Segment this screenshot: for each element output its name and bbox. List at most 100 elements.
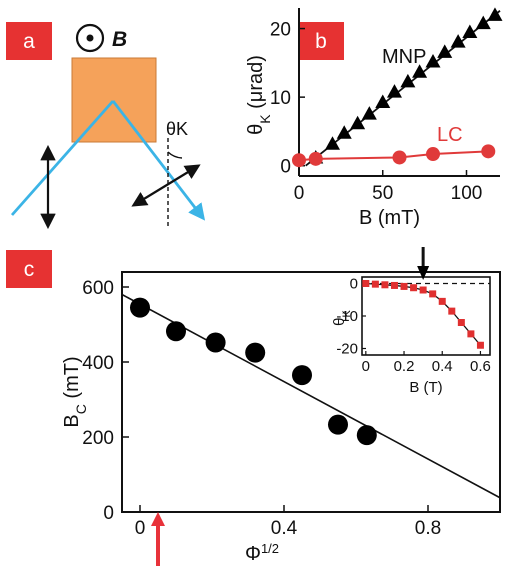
field-out-of-page-icon: [75, 23, 105, 53]
c-y-axis-label-tail: (mT): [61, 356, 83, 404]
inset-point: [381, 281, 389, 289]
lc-point: [426, 147, 440, 162]
b-y-tick-label: 0: [280, 157, 291, 178]
mnp-point: [425, 53, 441, 68]
b-x-tick-label: 50: [372, 183, 393, 204]
c-data-point: [205, 332, 226, 353]
c-y-axis-label-main: B: [61, 414, 83, 427]
panel-a: a B θK: [6, 22, 206, 230]
mnp-point: [437, 44, 453, 58]
inset-y-tick-label: 0: [350, 276, 358, 293]
inset-point: [410, 284, 418, 292]
c-y-axis-label: BC (mT): [61, 356, 89, 427]
chart-c-inset: 0 0.2 0.4 0.6 0 -10 -20 B (T) θK: [330, 247, 498, 404]
inset-point: [457, 319, 465, 326]
mnp-point: [375, 94, 391, 108]
lc-point: [481, 144, 496, 159]
mnp-point: [475, 15, 491, 30]
c-red-arrow-head: [151, 512, 165, 526]
inset-point: [371, 280, 379, 288]
b-y-tick-label: 20: [270, 20, 291, 41]
inset-point: [467, 330, 475, 338]
panel-tag-a: [6, 22, 52, 60]
panel-tag-c-text: c: [24, 258, 35, 281]
mnp-point: [336, 125, 352, 139]
b-x-tick-label: 100: [451, 183, 483, 204]
inset-point: [448, 307, 456, 315]
c-x-tick-label: 0.8: [415, 518, 441, 539]
c-data-point: [328, 414, 348, 435]
reflected-beam: [111, 100, 206, 221]
inset-point: [476, 341, 484, 349]
c-x-tick-label: 0.4: [271, 518, 298, 539]
c-data-point: [245, 342, 266, 363]
c-y-tick-label: 0: [103, 503, 114, 524]
inset-x-tick-label: 0.2: [394, 358, 415, 375]
lc-point: [308, 151, 323, 166]
lc-label: LC: [437, 124, 463, 146]
panel-tag-a-text: a: [23, 30, 35, 53]
mnp-point: [361, 106, 377, 120]
inset-point: [390, 281, 398, 289]
c-data-point: [166, 321, 186, 342]
field-dot-icon: [86, 34, 94, 42]
mnp-point: [400, 73, 416, 88]
inset-point: [419, 286, 427, 294]
inset-y-axis-label-sub: K: [341, 310, 353, 318]
mnp-label: MNP: [382, 46, 426, 68]
reflected-polarization-icon: [131, 164, 201, 207]
panel-tag-c: [6, 250, 52, 288]
panel-c: c 0 0.4 0.8 0 200 400 600 Φ1/2 BC (mT) 0 0.2 0.4 0.…: [6, 247, 501, 566]
field-symbol: B: [112, 28, 127, 51]
inset-x-tick-label: 0: [362, 358, 370, 375]
c-data-point: [292, 365, 312, 386]
panel-tag-b: [298, 22, 344, 60]
b-y-axis-label: θK (μrad): [245, 55, 273, 135]
b-y-axis-label-tail: (μrad): [245, 55, 267, 114]
inset-y-tick-label: -20: [336, 341, 358, 358]
c-x-tick-label: 0: [135, 518, 146, 539]
lc-point: [292, 153, 306, 168]
inset-point: [438, 297, 446, 305]
mnp-point: [325, 136, 340, 150]
c-x-axis-label-sup: 1/2: [261, 541, 279, 556]
inset-x-tick-label: 0.6: [470, 358, 491, 375]
sample-block: [71, 57, 157, 143]
c-data-point: [130, 297, 150, 318]
mnp-point: [462, 24, 478, 38]
b-y-axis-label-main: θ: [245, 124, 267, 135]
b-y-tick-label: 10: [270, 88, 291, 109]
c-x-axis-label-main: Φ: [245, 543, 261, 565]
b-x-axis-label: B (mT): [359, 207, 420, 229]
mnp-point: [487, 7, 503, 21]
mnp-point: [386, 84, 402, 98]
kerr-angle-label: θK: [166, 119, 188, 139]
c-y-tick-label: 400: [82, 353, 114, 374]
inset-x-axis-label: B (T): [409, 379, 442, 396]
inset-point: [362, 280, 370, 287]
inset-arrow-head: [417, 266, 430, 280]
inset-y-axis-label-main: θ: [331, 318, 348, 326]
panel-b: b 0 50 100 0 10 20 B (mT) θK (μrad) MNP LC: [245, 7, 503, 229]
inset-background: [330, 274, 498, 404]
chart-c: 0 0.4 0.8 0 200 400 600 Φ1/2 BC (mT): [61, 271, 501, 566]
inset-x-tick-label: 0.4: [432, 358, 453, 375]
inset-y-axis-label: θK: [331, 310, 353, 326]
c-y-tick-label: 200: [82, 428, 114, 449]
kerr-angle-arc: [167, 151, 183, 159]
inset-point: [400, 282, 408, 290]
b-y-axis-label-sub: K: [257, 114, 273, 124]
c-plot-frame: [121, 271, 501, 513]
incident-beam: [10, 100, 115, 216]
c-y-tick-label: 600: [82, 278, 114, 299]
c-data-point: [356, 425, 377, 446]
lc-point: [392, 150, 407, 165]
c-y-axis-label-sub: C: [73, 404, 89, 414]
mnp-point: [412, 64, 428, 78]
mnp-point: [450, 34, 466, 48]
chart-b: 0 50 100 0 10 20 B (mT) θK (μrad) MNP LC: [245, 7, 503, 229]
b-x-tick-label: 0: [294, 183, 305, 204]
panel-tag-b-text: b: [315, 30, 327, 53]
inset-y-tick-label: -10: [336, 308, 358, 325]
